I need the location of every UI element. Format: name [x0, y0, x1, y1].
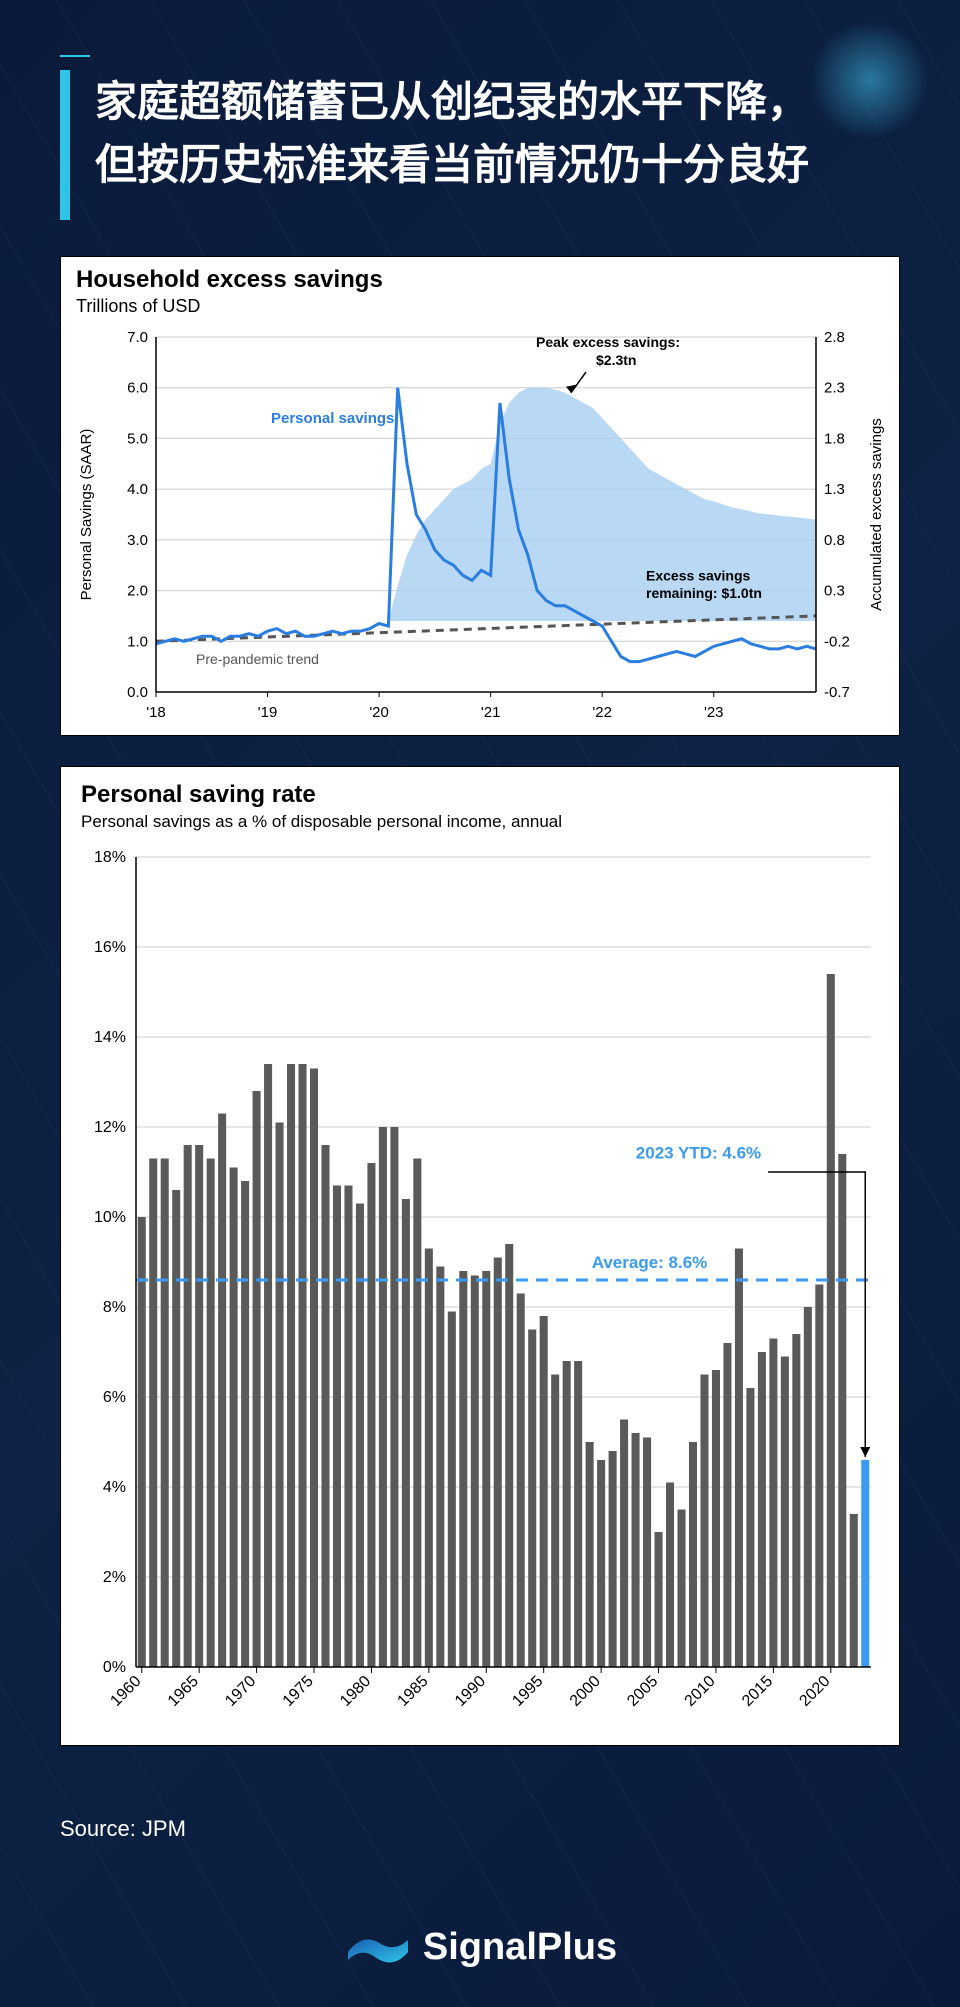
svg-text:-0.7: -0.7: [824, 684, 850, 701]
svg-text:1.3: 1.3: [824, 481, 845, 498]
svg-text:7.0: 7.0: [127, 329, 148, 346]
title-line1: 家庭超额储蓄已从创纪录的水平下降，: [95, 78, 809, 125]
svg-text:5.0: 5.0: [127, 430, 148, 447]
svg-text:'21: '21: [481, 704, 501, 721]
page-title: 家庭超额储蓄已从创纪录的水平下降， 但按历史标准来看当前情况仍十分良好: [95, 70, 900, 196]
svg-text:2005: 2005: [624, 1673, 661, 1710]
svg-text:2.3: 2.3: [824, 380, 845, 397]
svg-text:Household excess savings: Household excess savings: [76, 266, 383, 293]
svg-text:16%: 16%: [94, 939, 126, 956]
svg-text:-0.2: -0.2: [824, 633, 850, 650]
svg-text:2020: 2020: [796, 1673, 833, 1710]
svg-text:2%: 2%: [103, 1569, 126, 1586]
svg-text:1990: 1990: [452, 1673, 489, 1710]
svg-text:2023 YTD: 4.6%: 2023 YTD: 4.6%: [636, 1144, 761, 1163]
svg-text:remaining: $1.0tn: remaining: $1.0tn: [646, 585, 762, 601]
svg-text:8%: 8%: [103, 1299, 126, 1316]
svg-text:18%: 18%: [94, 849, 126, 866]
svg-text:2015: 2015: [739, 1673, 776, 1710]
svg-text:1985: 1985: [394, 1673, 431, 1710]
svg-text:'23: '23: [704, 704, 724, 721]
svg-text:4.0: 4.0: [127, 481, 148, 498]
svg-text:Excess savings: Excess savings: [646, 567, 751, 583]
svg-text:Peak excess savings:: Peak excess savings:: [536, 334, 680, 350]
svg-text:1965: 1965: [165, 1673, 202, 1710]
chart-excess-savings: Household excess savings Trillions of USD…: [60, 256, 900, 736]
chart1-svg: Household excess savings Trillions of USD…: [61, 257, 901, 737]
svg-text:2000: 2000: [567, 1673, 604, 1710]
svg-text:'20: '20: [369, 704, 389, 721]
svg-text:2.8: 2.8: [824, 329, 845, 346]
svg-text:1995: 1995: [509, 1673, 546, 1710]
svg-text:12%: 12%: [94, 1119, 126, 1136]
svg-text:1.8: 1.8: [824, 430, 845, 447]
svg-text:Trillions of USD: Trillions of USD: [76, 296, 200, 316]
chart-saving-rate: Personal saving rate Personal savings as …: [60, 766, 900, 1746]
svg-text:4%: 4%: [103, 1479, 126, 1496]
title-line2: 但按历史标准来看当前情况仍十分良好: [95, 141, 809, 188]
svg-text:1960: 1960: [107, 1673, 144, 1710]
svg-text:Pre-pandemic trend: Pre-pandemic trend: [196, 651, 319, 667]
svg-text:14%: 14%: [94, 1029, 126, 1046]
svg-text:2.0: 2.0: [127, 583, 148, 600]
svg-text:1970: 1970: [222, 1673, 259, 1710]
svg-text:6%: 6%: [103, 1389, 126, 1406]
header: 家庭超额储蓄已从创纪录的水平下降， 但按历史标准来看当前情况仍十分良好: [0, 0, 960, 236]
charts-container: Household excess savings Trillions of USD…: [0, 236, 960, 1796]
svg-text:0.3: 0.3: [824, 583, 845, 600]
svg-text:Personal saving rate: Personal saving rate: [81, 781, 316, 808]
header-accent-bar: [60, 70, 70, 220]
svg-text:1980: 1980: [337, 1673, 374, 1710]
svg-text:'18: '18: [146, 704, 166, 721]
svg-text:10%: 10%: [94, 1209, 126, 1226]
chart2-svg: Personal saving rate Personal savings as …: [61, 767, 901, 1747]
header-accent-top: [60, 55, 90, 57]
svg-text:0.8: 0.8: [824, 532, 845, 549]
svg-text:'22: '22: [592, 704, 612, 721]
svg-text:6.0: 6.0: [127, 380, 148, 397]
svg-text:1975: 1975: [280, 1673, 317, 1710]
svg-text:'19: '19: [258, 704, 278, 721]
svg-text:3.0: 3.0: [127, 532, 148, 549]
svg-text:Accumulated excess savings: Accumulated excess savings: [868, 418, 885, 611]
svg-text:Personal Savings (SAAR): Personal Savings (SAAR): [78, 429, 95, 601]
svg-text:0.0: 0.0: [127, 684, 148, 701]
svg-text:Average: 8.6%: Average: 8.6%: [592, 1253, 708, 1272]
svg-text:$2.3tn: $2.3tn: [596, 352, 636, 368]
svg-text:Personal savings as a % of dis: Personal savings as a % of disposable pe…: [81, 812, 562, 831]
svg-text:2010: 2010: [682, 1673, 719, 1710]
svg-text:1.0: 1.0: [127, 633, 148, 650]
svg-text:Personal savings: Personal savings: [271, 410, 394, 427]
svg-text:0%: 0%: [103, 1659, 126, 1676]
